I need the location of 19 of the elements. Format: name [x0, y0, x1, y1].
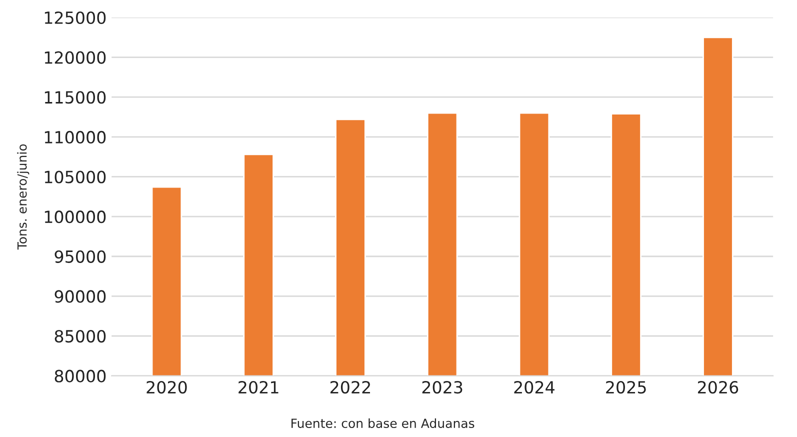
y-tick-label: 95000 — [54, 250, 106, 263]
x-tick-label: 2020 — [146, 380, 187, 394]
y-tick-label: 115000 — [44, 91, 106, 104]
y-tick-label: 90000 — [54, 290, 106, 303]
y-tick-label: 85000 — [54, 330, 106, 343]
y-tick-label: 80000 — [54, 370, 106, 382]
x-tick-label: 2024 — [514, 380, 554, 394]
x-tick-label: 2025 — [606, 380, 646, 394]
y-tick-label: 105000 — [44, 170, 106, 184]
y-tick-label: 110000 — [44, 130, 106, 144]
x-tick-label: 2022 — [330, 380, 370, 394]
y-tick-label: 100000 — [44, 210, 106, 224]
y-tick-label: 120000 — [44, 51, 106, 64]
y-axis-title: Tons. enero/junio — [17, 144, 30, 250]
x-tick-label: 2021 — [238, 380, 278, 394]
x-tick-label: 2023 — [422, 380, 462, 394]
source-note: Fuente: con base en Aduanas — [292, 418, 474, 428]
y-tick-label: 125000 — [44, 11, 106, 24]
x-tick-label: 2026 — [698, 380, 738, 394]
